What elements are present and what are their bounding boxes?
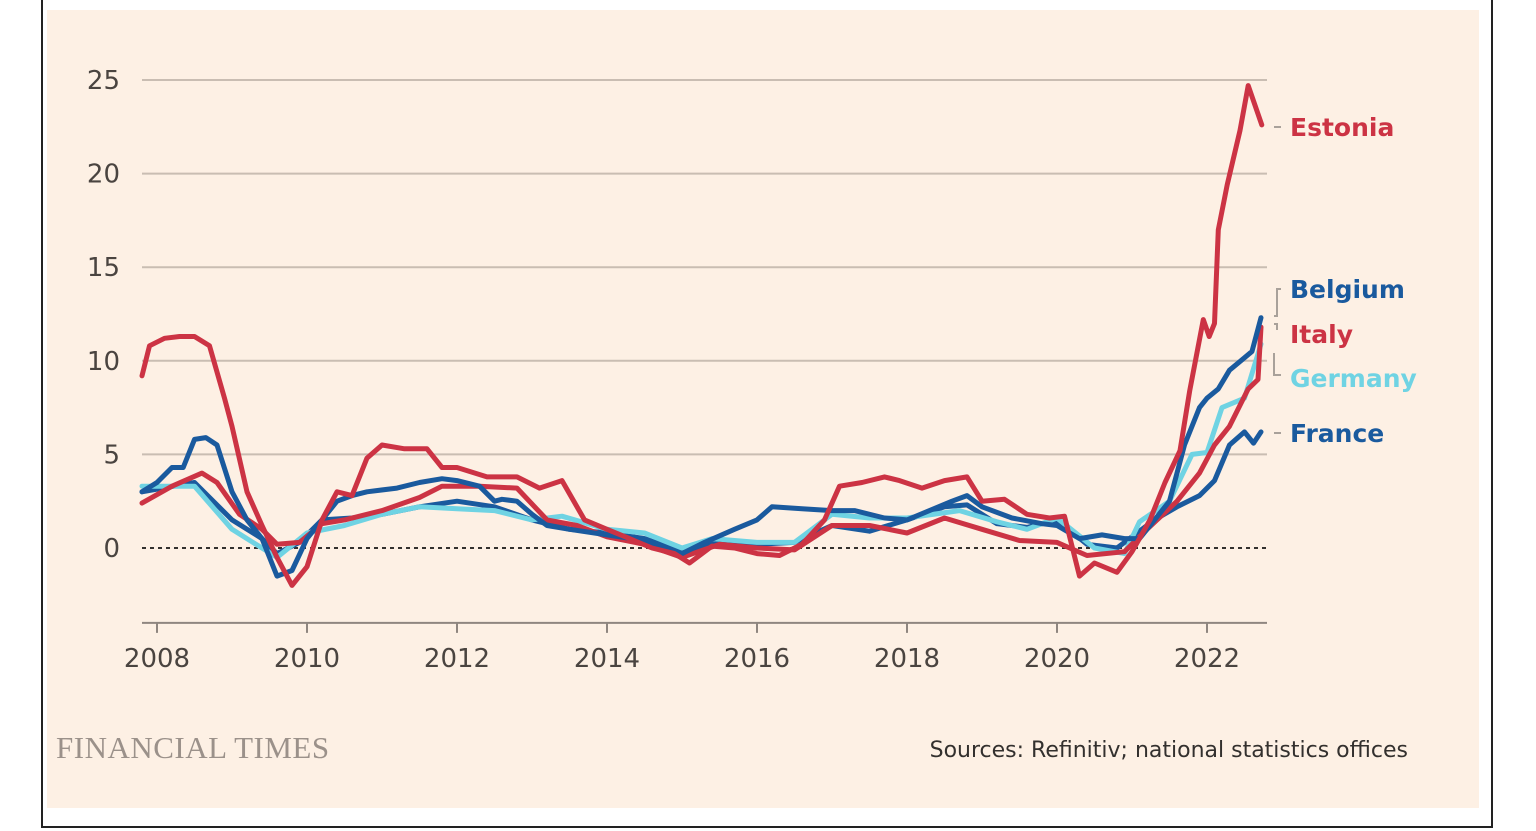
x-tick-label: 2018 <box>874 644 940 674</box>
y-tick-label: 20 <box>87 160 120 190</box>
series-lines <box>139 83 1265 588</box>
source-note: Sources: Refinitiv; national statistics … <box>929 738 1408 763</box>
label-italy: Italy <box>1290 320 1353 349</box>
y-tick-label: 5 <box>103 440 120 470</box>
series-line-belgium <box>139 315 1264 579</box>
label-germany: Germany <box>1290 364 1417 393</box>
label-belgium: Belgium <box>1290 275 1405 304</box>
x-tick-label: 2016 <box>724 644 790 674</box>
connector-germany <box>1273 353 1281 376</box>
x-axis: 2008 2010 2012 2014 2016 2018 2020 2022 <box>124 621 1267 674</box>
y-axis: 0 5 10 15 20 25 <box>87 66 120 564</box>
y-tick-label: 15 <box>87 253 120 283</box>
x-tick-label: 2010 <box>274 644 340 674</box>
y-tick-label: 10 <box>87 347 120 377</box>
ft-logo: FINANCIAL TIMES <box>56 730 330 765</box>
x-tick-label: 2022 <box>1174 644 1240 674</box>
x-tick-label: 2020 <box>1024 644 1090 674</box>
x-tick-label: 2014 <box>574 644 640 674</box>
connector-belgium <box>1274 288 1281 317</box>
series-line-estonia <box>139 83 1265 588</box>
series-line-italy <box>139 324 1264 560</box>
y-tick-label: 25 <box>87 66 120 96</box>
x-tick-label: 2012 <box>424 644 490 674</box>
label-france: France <box>1290 419 1384 448</box>
gridlines <box>142 79 1267 549</box>
x-tick-label: 2008 <box>124 644 190 674</box>
series-line-germany <box>139 341 1264 560</box>
connector-italy <box>1274 323 1278 330</box>
label-estonia: Estonia <box>1290 113 1394 142</box>
series-labels: France Germany Italy Belgium Estonia <box>1273 113 1417 448</box>
y-tick-label: 0 <box>103 534 120 564</box>
